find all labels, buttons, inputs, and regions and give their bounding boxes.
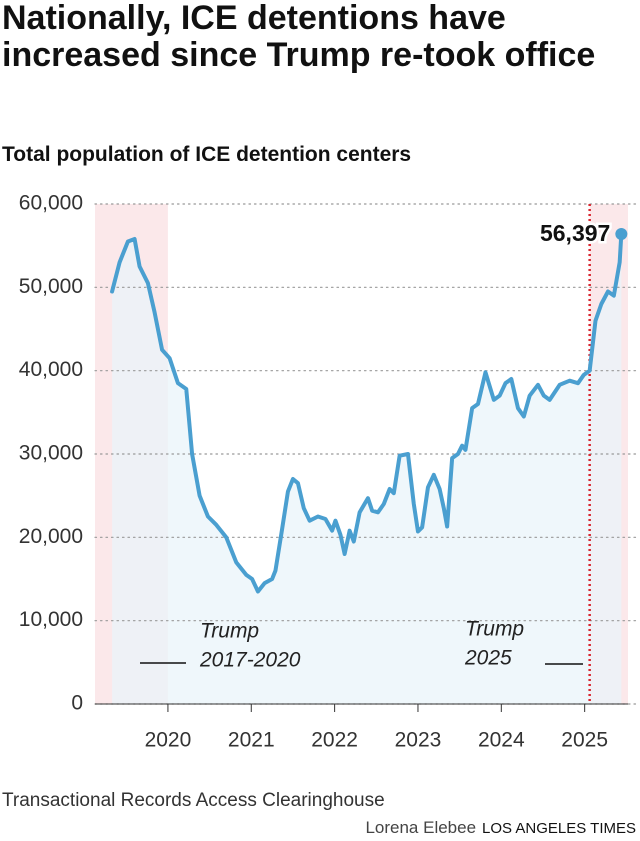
x-tick-label: 2021 [228, 729, 275, 752]
annotation: 2025 [464, 647, 512, 670]
source: Transactional Records Access Clearinghou… [2, 790, 385, 811]
x-tick-label: 2025 [561, 729, 608, 752]
line [110, 232, 624, 594]
y-tick-label: 60,000 [19, 192, 83, 215]
y-tick-label: 0 [71, 692, 83, 715]
x-tick-label: 2020 [145, 729, 192, 752]
x-tick-label: 2023 [395, 729, 442, 752]
y-tick-label: 50,000 [19, 275, 83, 298]
y-tick-label: 30,000 [19, 442, 83, 465]
annotation: 2017-2020 [199, 649, 301, 672]
publisher: LOS ANGELES TIMES [482, 820, 636, 837]
end-dot [615, 228, 628, 241]
x-tick-label: 2022 [311, 729, 358, 752]
area [112, 234, 622, 704]
footer: Lorena Elebee LOS ANGELES TIMES [365, 818, 636, 838]
y-tick-label: 40,000 [19, 358, 83, 381]
chart-title: Nationally, ICE detentions have increase… [2, 0, 596, 74]
chart: 0 10,000 20,000 30,000 40,000 50,000 60,000 202… [19, 192, 639, 752]
value-label: 56,397 [540, 220, 610, 246]
y-tick-label: 10,000 [19, 608, 83, 631]
y-tick-label: 20,000 [19, 525, 83, 548]
annotation: Trump [200, 620, 259, 643]
x-tick-label: 2024 [478, 729, 525, 752]
chart-subtitle: Total population of ICE detention center… [2, 143, 412, 166]
annotation: Trump [465, 618, 524, 641]
credit: Lorena Elebee [365, 818, 477, 837]
